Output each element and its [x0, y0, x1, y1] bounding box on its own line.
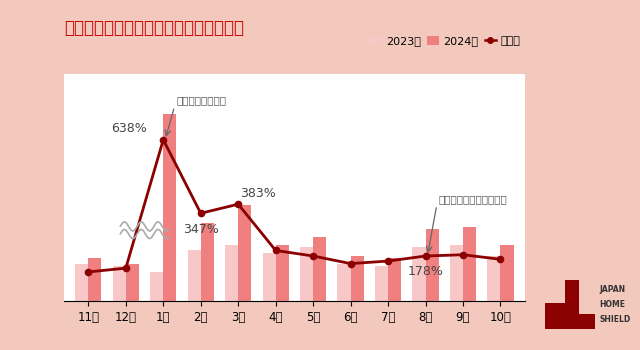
Bar [201, 223, 214, 301]
Bar [313, 237, 326, 301]
Text: 347%: 347% [183, 223, 219, 236]
Bar [76, 264, 88, 301]
Bar [412, 247, 426, 301]
Text: 能登半島地震発生: 能登半島地震発生 [177, 95, 227, 105]
Bar [238, 205, 252, 301]
Bar [375, 266, 388, 301]
Text: JAPAN: JAPAN [599, 285, 625, 294]
Bar [388, 258, 401, 301]
Bar [225, 245, 238, 301]
Bar [126, 264, 139, 301]
Bar [500, 245, 513, 301]
Text: 南海トラフ地震臨時情報: 南海トラフ地震臨時情報 [438, 194, 508, 204]
Bar [262, 253, 276, 301]
Bar [545, 314, 595, 329]
Bar [337, 264, 351, 301]
Bar [163, 114, 177, 301]
Bar [150, 272, 163, 301]
Bar [545, 280, 579, 329]
Bar [276, 245, 289, 301]
Bar [545, 280, 565, 303]
Text: 178%: 178% [408, 265, 444, 278]
Bar [113, 266, 126, 301]
Legend: 2023年, 2024年, 前年比: 2023年, 2024年, 前年比 [371, 36, 520, 46]
Bar [450, 245, 463, 301]
Bar [463, 228, 476, 301]
Text: 地盤サポートマップの閲覧数（前年比）: 地盤サポートマップの閲覧数（前年比） [64, 19, 244, 37]
Text: 383%: 383% [240, 187, 276, 200]
Bar [88, 258, 102, 301]
Bar [300, 247, 313, 301]
Bar [188, 250, 201, 301]
Bar [487, 256, 500, 301]
Text: HOME: HOME [599, 300, 625, 309]
Text: SHIELD: SHIELD [599, 315, 630, 324]
Bar [351, 256, 364, 301]
Text: 638%: 638% [111, 122, 147, 135]
Bar [426, 229, 438, 301]
